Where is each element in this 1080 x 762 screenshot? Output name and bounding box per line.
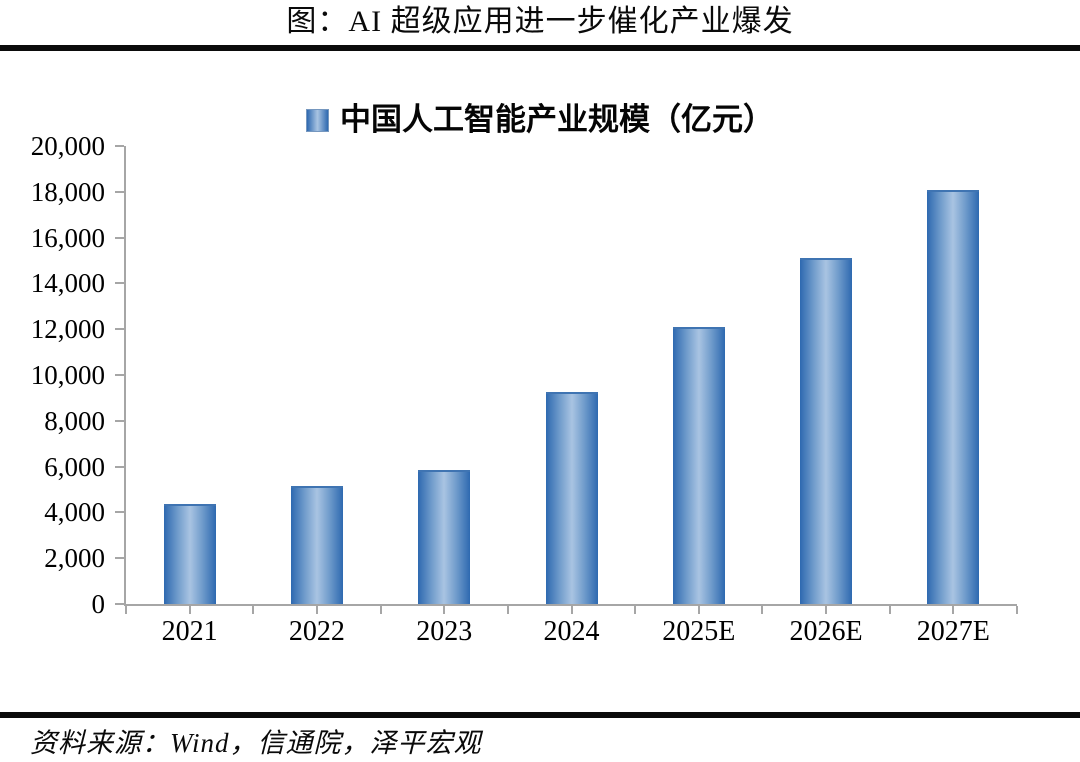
y-axis-tick — [115, 557, 124, 560]
x-axis-tick — [125, 606, 127, 614]
y-axis-label: 14,000 — [30, 268, 105, 299]
y-axis-tick — [115, 603, 124, 605]
y-axis-tick — [115, 236, 124, 239]
legend-label: 中国人工智能产业规模（亿元） — [340, 102, 774, 137]
bar-2027E — [927, 190, 980, 604]
x-axis-tick — [825, 606, 828, 614]
y-axis-label: 20,000 — [30, 131, 105, 161]
bar-2022 — [290, 486, 343, 604]
y-axis-tick — [115, 328, 124, 331]
y-axis-tick — [115, 145, 124, 147]
y-axis-label: 4,000 — [44, 497, 105, 528]
source-note: 资料来源：Wind，信通院，泽平宏观 — [30, 728, 482, 758]
x-axis-tick — [188, 606, 191, 614]
x-axis-label: 2021 — [161, 616, 218, 647]
y-axis-tick — [115, 419, 124, 422]
x-axis-tick — [952, 606, 955, 614]
bar-2021 — [163, 504, 216, 604]
y-axis-label: 2,000 — [44, 543, 105, 574]
x-axis-tick — [252, 606, 255, 614]
y-axis-label: 6,000 — [44, 451, 105, 482]
y-axis-tick — [115, 465, 124, 468]
y-axis-label: 18,000 — [30, 176, 105, 207]
y-axis-label: 10,000 — [30, 360, 105, 390]
x-axis-label: 2024 — [543, 616, 600, 647]
y-axis-tick — [115, 282, 124, 285]
x-axis-tick — [1016, 606, 1018, 614]
legend: 中国人工智能产业规模（亿元） — [0, 103, 1080, 137]
x-axis-tick — [634, 606, 637, 614]
x-axis-line — [124, 604, 1017, 606]
y-axis-label: 16,000 — [30, 222, 105, 253]
y-axis-label: 12,000 — [30, 314, 105, 345]
x-axis-label: 2027E — [916, 616, 990, 647]
bar-2023 — [418, 470, 471, 604]
legend-swatch-icon — [306, 108, 329, 132]
x-axis-label: 2023 — [416, 616, 473, 647]
x-axis-tick — [315, 606, 318, 614]
x-axis-tick — [379, 606, 382, 614]
x-axis-label: 2025E — [662, 616, 736, 647]
x-axis-tick — [443, 606, 446, 614]
bar-2026E — [800, 258, 853, 604]
y-axis-label: 0 — [91, 589, 106, 619]
figure-title: 图：AI 超级应用进一步催化产业爆发 — [286, 5, 794, 38]
top-divider — [0, 45, 1080, 51]
y-axis-tick — [115, 190, 124, 193]
x-axis-label: 2022 — [288, 616, 345, 647]
bottom-divider — [0, 712, 1080, 718]
x-axis-tick — [697, 606, 700, 614]
y-axis-tick — [115, 511, 124, 514]
y-axis-line — [124, 146, 126, 604]
x-axis-tick — [888, 606, 891, 614]
x-axis-label: 2026E — [789, 616, 863, 647]
bar-2025E — [672, 327, 725, 604]
x-axis-tick — [761, 606, 764, 614]
x-axis-tick — [570, 606, 573, 614]
y-axis-tick — [115, 374, 124, 376]
plot-area: 0 2,000 4,000 6,000 8,000 10,000 12,000 14,000 1… — [31, 131, 1018, 647]
y-axis-label: 8,000 — [44, 405, 105, 436]
x-axis-tick — [506, 606, 509, 614]
bar-2024 — [545, 392, 598, 604]
